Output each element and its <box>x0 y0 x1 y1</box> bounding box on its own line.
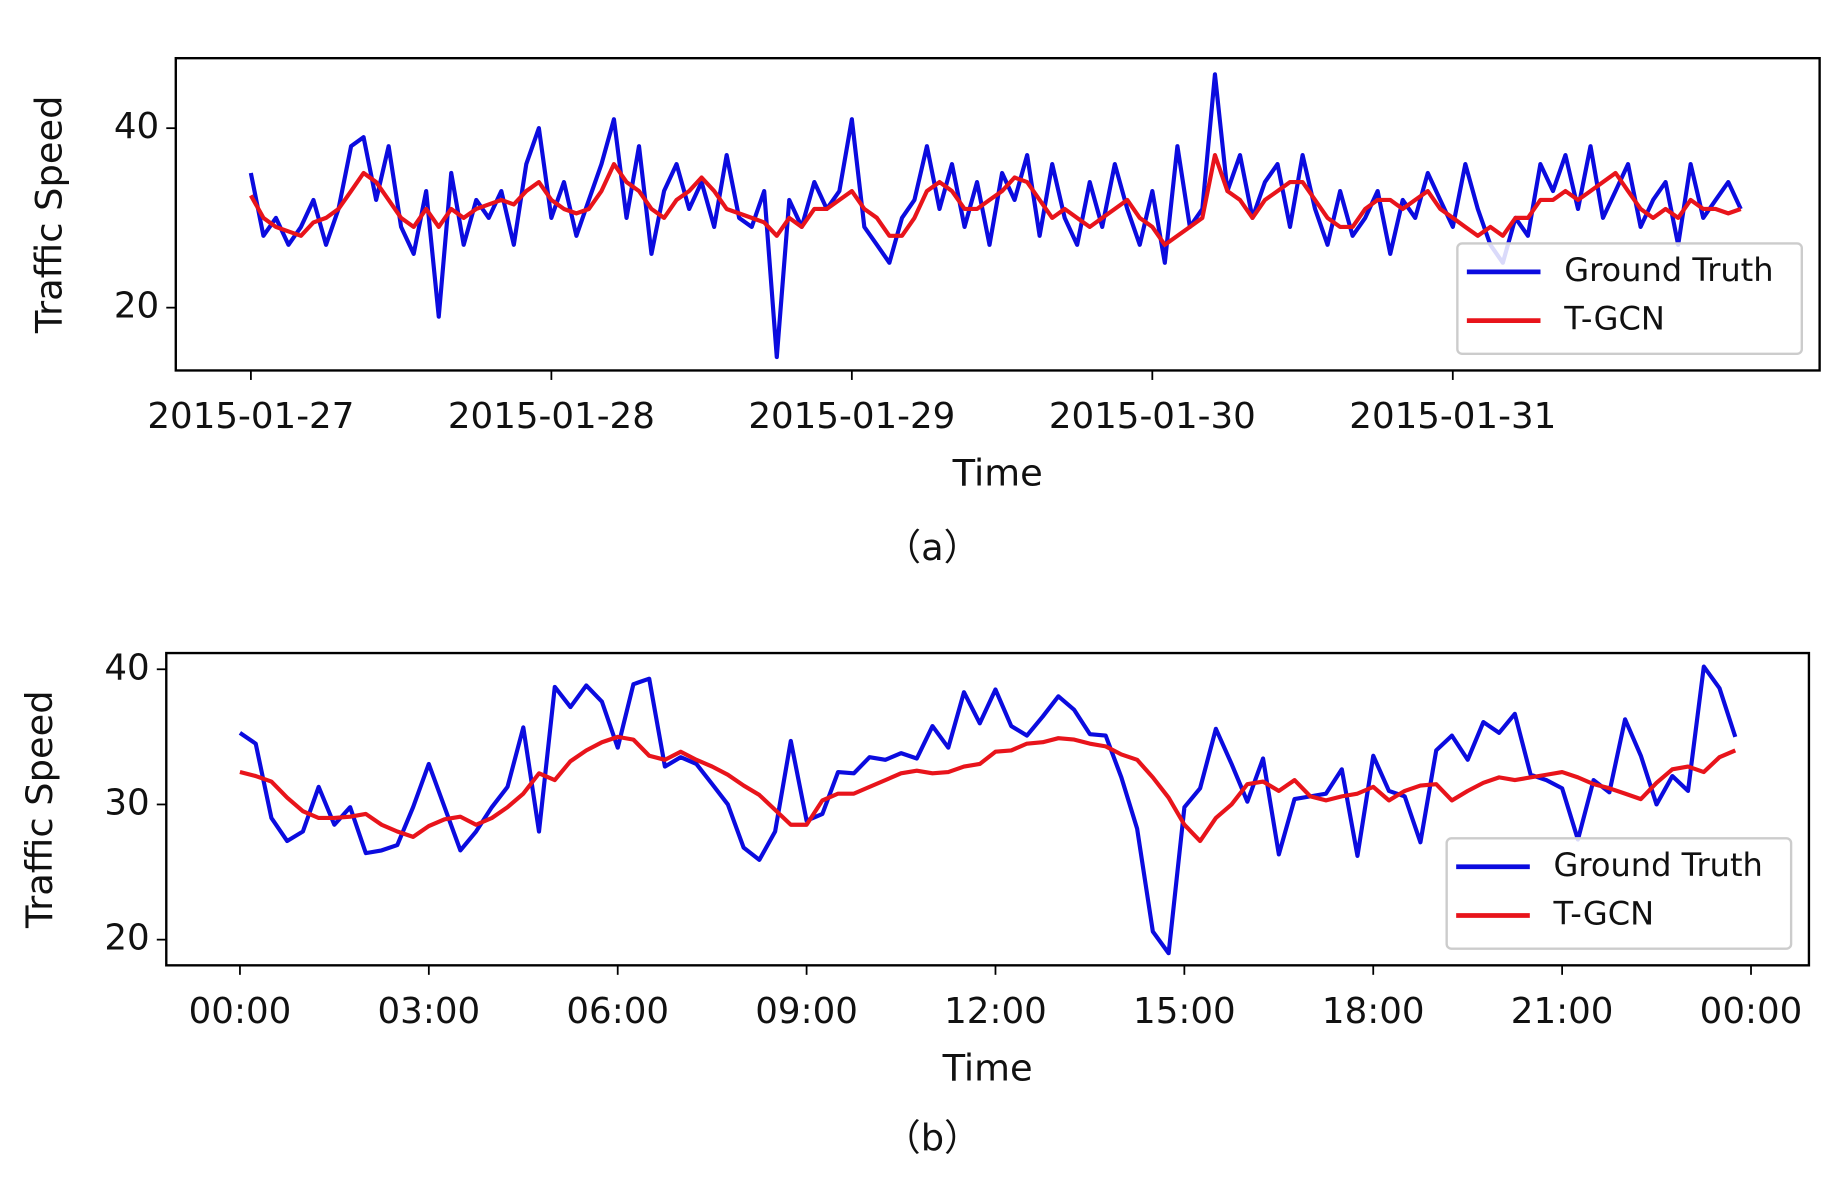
x-tick-label: 15:00 <box>1133 991 1236 1032</box>
legend-box <box>1456 242 1803 356</box>
y-tick-label: 40 <box>104 647 149 688</box>
legend-label: T-GCN <box>1553 894 1655 932</box>
legend-box <box>1445 837 1793 950</box>
x-tick-label: 03:00 <box>378 991 481 1032</box>
y-tick-label: 40 <box>114 106 159 147</box>
plot-frame <box>165 651 1811 967</box>
y-tick-label: 20 <box>114 286 159 327</box>
series-line <box>238 664 1738 956</box>
plot-frame <box>174 56 1821 372</box>
x-axis-label: Time <box>952 451 1043 494</box>
caption: （b） <box>884 1116 981 1159</box>
x-tick-label: 12:00 <box>944 991 1047 1032</box>
legend-label: Ground Truth <box>1564 251 1773 289</box>
x-tick-label: 2015-01-31 <box>1349 396 1556 437</box>
y-axis-label: Traffic Speed <box>28 96 71 335</box>
series-line <box>239 734 1737 844</box>
x-tick-label: 00:00 <box>1700 991 1803 1032</box>
x-tick-label: 18:00 <box>1322 991 1425 1032</box>
x-tick-label: 2015-01-28 <box>448 396 655 437</box>
x-tick-label: 09:00 <box>755 991 858 1032</box>
y-tick-label: 20 <box>104 918 149 959</box>
x-tick-label: 21:00 <box>1511 991 1614 1032</box>
x-tick-label: 2015-01-27 <box>147 396 354 437</box>
legend-label: T-GCN <box>1563 300 1665 338</box>
caption: （a） <box>884 526 980 569</box>
legend-label: Ground Truth <box>1554 846 1763 884</box>
series-line <box>249 152 1742 247</box>
x-axis-label: Time <box>942 1046 1033 1089</box>
x-tick-label: 2015-01-30 <box>1049 396 1256 437</box>
x-tick-label: 00:00 <box>189 991 292 1032</box>
x-tick-label: 06:00 <box>566 991 669 1032</box>
x-tick-label: 2015-01-29 <box>748 396 955 437</box>
y-axis-label: Traffic Speed <box>18 690 61 929</box>
y-tick-label: 30 <box>104 782 149 823</box>
